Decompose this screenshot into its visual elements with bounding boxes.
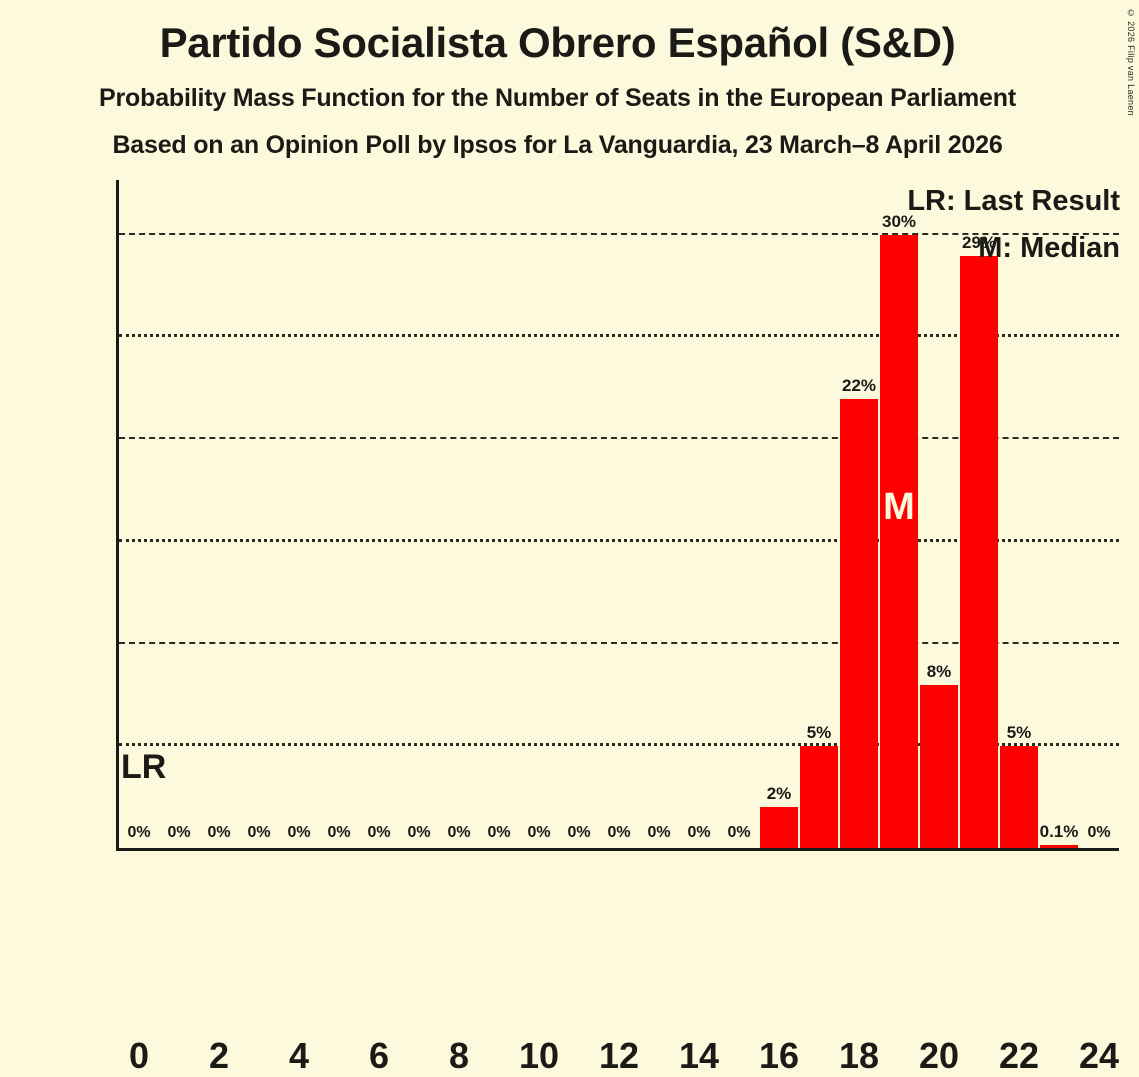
x-axis-tick-label: 20 (918, 1035, 960, 1076)
copyright-notice: © 2026 Filip van Laenen (1126, 8, 1136, 116)
last-result-marker: LR (121, 747, 167, 786)
bar-value-label: 0% (527, 824, 551, 841)
bar-value-label: 22% (841, 375, 877, 395)
bar-value-label: 0% (287, 824, 311, 841)
chart-source-line: Based on an Opinion Poll by Ipsos for La… (112, 131, 1003, 159)
bar (920, 684, 958, 848)
x-axis-tick-label: 8 (448, 1035, 470, 1076)
bar-value-label: 29% (961, 232, 997, 252)
x-axis-tick-label: 6 (368, 1035, 390, 1076)
bar-value-label: 30% (881, 212, 917, 232)
bar-value-label: 0% (327, 824, 351, 841)
gridline-major (119, 641, 1119, 644)
bar (1040, 845, 1078, 848)
x-axis-tick-label: 4 (288, 1035, 310, 1076)
y-axis-line (116, 180, 119, 848)
x-axis-line (116, 848, 1119, 851)
x-axis-tick-label: 22 (998, 1035, 1040, 1076)
bar (800, 745, 838, 848)
legend-last-result: LR: Last Result (907, 185, 1120, 217)
x-axis-tick-label: 16 (758, 1035, 800, 1076)
x-axis-tick-label: 10 (518, 1035, 560, 1076)
bar-value-label: 0% (127, 824, 151, 841)
x-axis-tick-label: 18 (838, 1035, 880, 1076)
gridline-major (119, 437, 1119, 440)
chart-subtitle: Probability Mass Function for the Number… (99, 84, 1016, 112)
bar-value-label: 0% (367, 824, 391, 841)
plot-area: 10%20%30% 0%0%0%0%0%0%0%0%0%0%0%0%0%0%0%… (116, 180, 1119, 1076)
bar-value-label: 5% (1006, 722, 1032, 742)
bar (880, 235, 918, 848)
bar-value-label: 0% (207, 824, 231, 841)
bar-value-label: 0% (407, 824, 431, 841)
bar (1000, 745, 1038, 848)
gridline-minor (119, 742, 1119, 746)
bar-value-label: 0% (607, 824, 631, 841)
x-axis-tick-label: 14 (678, 1035, 720, 1076)
legend-median: M: Median (978, 232, 1120, 264)
bar-value-label: 0.1% (1039, 822, 1079, 841)
bar-value-label: 2% (766, 784, 792, 804)
bar-value-label: 0% (487, 824, 511, 841)
bar-value-label: 0% (567, 824, 591, 841)
x-axis-tick-label: 24 (1078, 1035, 1120, 1076)
median-marker: M (883, 485, 915, 528)
bar-value-label: 8% (926, 661, 952, 681)
bar-value-label: 0% (247, 824, 271, 841)
bar (840, 398, 878, 848)
bar (760, 807, 798, 848)
bar-value-label: 0% (727, 824, 751, 841)
bar-value-label: 0% (687, 824, 711, 841)
x-axis-tick-label: 0 (128, 1035, 150, 1076)
bar-value-label: 0% (447, 824, 471, 841)
x-axis-tick-label: 2 (208, 1035, 230, 1076)
gridline-minor (119, 334, 1119, 338)
title-block: Partido Socialista Obrero Español (S&D) … (0, 0, 1115, 158)
x-axis-tick-label: 12 (598, 1035, 640, 1076)
bar-value-label: 0% (1087, 824, 1111, 841)
bar-value-label: 5% (806, 722, 832, 742)
bar (960, 255, 998, 848)
page-title: Partido Socialista Obrero Español (S&D) (159, 19, 956, 66)
bar-value-label: 0% (167, 824, 191, 841)
bar-value-label: 0% (647, 824, 671, 841)
gridline-minor (119, 538, 1119, 542)
gridline-major (119, 233, 1119, 236)
